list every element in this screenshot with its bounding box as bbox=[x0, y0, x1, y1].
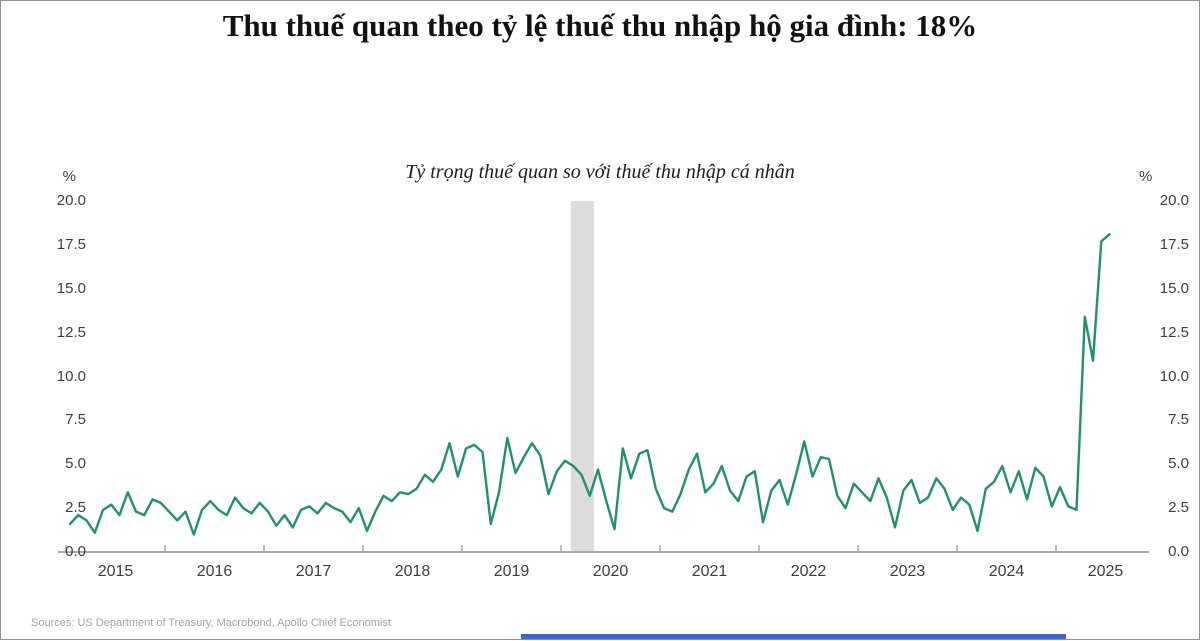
x-tick-label: 2020 bbox=[592, 563, 629, 580]
x-tick-label: 2023 bbox=[889, 563, 926, 580]
x-tick-label: 2016 bbox=[196, 563, 233, 580]
y-tick-label-left: 0.0 bbox=[65, 543, 86, 560]
x-tick-label: 2024 bbox=[988, 563, 1025, 580]
y-tick-label-right: 15.0 bbox=[1159, 280, 1189, 297]
y-tick-label-left: 2.5 bbox=[65, 499, 86, 516]
x-tick-label: 2018 bbox=[394, 563, 431, 580]
chart-subtitle: Tỷ trọng thuế quan so với thuế thu nhập … bbox=[405, 161, 795, 183]
y-tick-label-left: 20.0 bbox=[56, 192, 86, 209]
y-tick-label-right: 12.5 bbox=[1159, 324, 1189, 341]
y-tick-label-right: 2.5 bbox=[1168, 499, 1189, 516]
y-tick-label-left: 15.0 bbox=[56, 280, 86, 297]
y-tick-label-right: 20.0 bbox=[1159, 192, 1189, 209]
y-tick-label-left: 7.5 bbox=[65, 411, 86, 428]
y-tick-label-right: 7.5 bbox=[1168, 411, 1189, 428]
x-tick-label: 2015 bbox=[97, 563, 134, 580]
recession-band bbox=[570, 201, 594, 552]
x-tick-label: 2025 bbox=[1087, 563, 1124, 580]
y-axis-unit-left: % bbox=[62, 168, 76, 185]
y-tick-label-left: 5.0 bbox=[65, 455, 86, 472]
y-tick-label-left: 17.5 bbox=[56, 236, 86, 253]
y-tick-label-right: 5.0 bbox=[1168, 455, 1189, 472]
y-tick-label-left: 12.5 bbox=[56, 324, 86, 341]
x-tick-label: 2017 bbox=[295, 563, 332, 580]
source-note: Sources: US Department of Treasury, Macr… bbox=[31, 617, 391, 629]
video-progress-bar[interactable] bbox=[521, 634, 1066, 639]
y-tick-label-right: 0.0 bbox=[1168, 543, 1189, 560]
y-tick-label-right: 10.0 bbox=[1159, 368, 1189, 385]
y-tick-label-left: 10.0 bbox=[56, 368, 86, 385]
x-tick-label: 2021 bbox=[691, 563, 728, 580]
x-tick-label: 2022 bbox=[790, 563, 827, 580]
tariff-share-series-line bbox=[68, 233, 1111, 536]
y-axis-unit-right: % bbox=[1139, 168, 1153, 185]
y-tick-label-right: 17.5 bbox=[1159, 236, 1189, 253]
page-title: Thu thuế quan theo tỷ lệ thuế thu nhập h… bbox=[222, 8, 978, 43]
x-tick-label: 2019 bbox=[493, 563, 530, 580]
